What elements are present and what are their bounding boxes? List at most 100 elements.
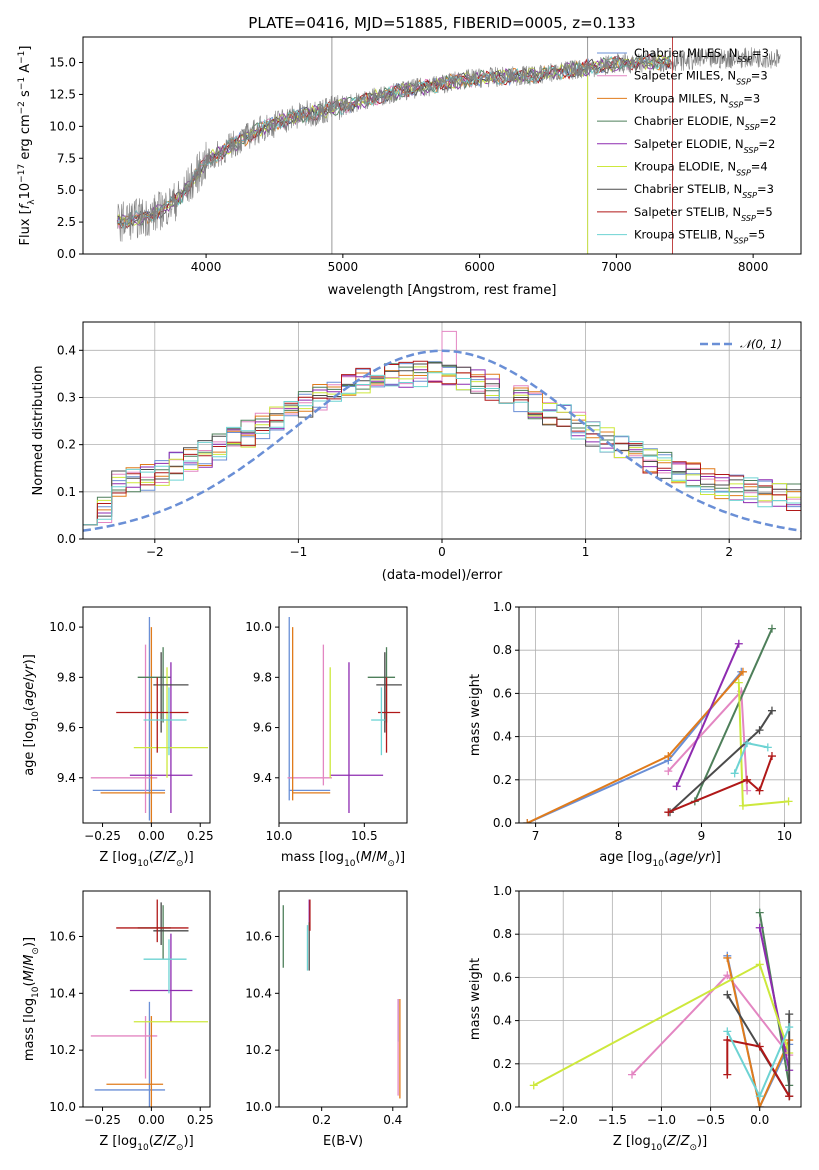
x-axis-label: Z [log10(Z/Z⊙)]: [613, 1134, 707, 1153]
weight-point-marker: [755, 923, 764, 932]
axes-frame: [278, 606, 408, 824]
y-tick-label: 10.0: [245, 1100, 272, 1114]
y-axis-label: mass weight: [468, 674, 483, 756]
weight-point-marker: [743, 786, 752, 795]
y-tick-label: 1.0: [493, 600, 512, 614]
weight-point-marker: [785, 1010, 794, 1019]
plot-area-age_vs_Z: [90, 617, 209, 823]
x-tick-label: 6000: [464, 260, 495, 274]
axes-frame: [82, 36, 802, 255]
legend-entry: Salpeter ELODIE, NSSP=2: [634, 137, 775, 155]
x-tick-label: 5000: [328, 260, 359, 274]
x-tick-label: 0.2: [312, 1113, 331, 1127]
x-axis-label: Z [log10(Z/Z⊙)]: [99, 850, 193, 869]
x-axis-label: age [log10(age/yr)]: [599, 850, 721, 869]
plot-area-age_vs_mass: [287, 617, 402, 813]
y-tick-label: 7.5: [57, 151, 76, 165]
y-tick-label: 2.5: [57, 215, 76, 229]
x-tick-label: 0.0: [750, 1113, 769, 1127]
x-tick-label: 2: [725, 545, 733, 559]
y-tick-label: 10.0: [49, 119, 76, 133]
axes-frame: [82, 890, 211, 1108]
weight-point-marker: [755, 1092, 764, 1101]
weight-point-marker: [738, 667, 747, 676]
legend-entry: 𝒩(0, 1): [740, 337, 782, 351]
y-tick-label: 0.0: [57, 247, 76, 261]
weight-line: [693, 628, 773, 802]
legend-entry: Chabrier MILES, NSSP=3: [634, 46, 769, 64]
weight-point-marker: [763, 743, 772, 752]
y-tick-label: 0.4: [57, 343, 76, 357]
y-tick-label: 1.0: [493, 884, 512, 898]
weight-point-marker: [767, 706, 776, 715]
legend-entry: Kroupa ELODIE, NSSP=4: [634, 160, 768, 178]
axes-age_vs_Z: −0.25 0.00 0.25 9.4 9.6 9.8 10.0 Z [log10(Z/Z⊙)…: [22, 606, 214, 869]
weight-point-marker: [755, 1042, 764, 1051]
y-tick-label: 0.8: [493, 927, 512, 941]
x-tick-label: 0.00: [138, 829, 165, 843]
weight-point-marker: [723, 1070, 732, 1079]
x-tick-label: 8000: [738, 260, 769, 274]
y-tick-label: 10.4: [49, 986, 76, 1000]
weight-point-marker: [738, 801, 747, 810]
axes-mass_vs_Z: −0.25 0.00 0.25 10.0 10.2 10.4 10.6 Z [log10(Z/…: [22, 890, 214, 1153]
axes-frame: [518, 606, 802, 824]
legend: Chabrier MILES, NSSP=3 Salpeter MILES, NS…: [597, 46, 776, 245]
x-axis-label: E(B-V): [323, 1134, 363, 1149]
y-tick-label: 0.3: [57, 390, 76, 404]
x-tick-label: 8: [615, 829, 623, 843]
x-tick-label: 7000: [601, 260, 632, 274]
plot-area-residuals: [83, 322, 801, 539]
x-tick-label: −2.0: [549, 1113, 578, 1127]
axes-residuals: −2 −1 0 1 2 0.0 0.1 0.2 0.3 0.4 (data-model)/error…: [31, 321, 802, 583]
y-tick-label: 5.0: [57, 183, 76, 197]
weight-point-marker: [785, 1092, 794, 1101]
y-tick-label: 0.6: [493, 970, 512, 984]
y-axis-label: mass weight: [468, 958, 483, 1040]
plot-area-mass_vs_ebv: [282, 899, 401, 1099]
x-tick-label: 9: [698, 829, 706, 843]
y-tick-label: 10.2: [245, 1043, 272, 1057]
x-tick-label: 10: [777, 829, 792, 843]
weight-line: [526, 671, 744, 823]
weight-line: [726, 1038, 791, 1097]
y-tick-label: 0.2: [493, 773, 512, 787]
weight-point-marker: [664, 808, 673, 817]
weight-point-marker: [767, 752, 776, 761]
axes-frame: [278, 890, 408, 1108]
legend-entry: Salpeter MILES, NSSP=3: [634, 69, 768, 87]
y-tick-label: 10.0: [49, 620, 76, 634]
weight-point-marker: [664, 767, 673, 776]
y-axis-label: mass [log10(M/M⊙)]: [22, 937, 41, 1061]
x-tick-label: 10.5: [351, 829, 378, 843]
y-tick-label: 0.1: [57, 485, 76, 499]
y-tick-label: 10.2: [49, 1043, 76, 1057]
axes-frame: [518, 890, 802, 1108]
x-tick-label: −1.5: [598, 1113, 627, 1127]
weight-point-marker: [672, 782, 681, 791]
legend-entry: Kroupa MILES, NSSP=3: [634, 91, 760, 109]
x-axis-label: mass [log10(M/M⊙)]: [281, 850, 405, 869]
residual-histogram-line: [83, 330, 801, 526]
axes-weight_vs_Z: −2.0 −1.5 −1.0 −0.5 0.0 0.0 0.2 0.4 0.6 0.8 1.0 mas…: [468, 884, 802, 1153]
weight-point-marker: [723, 990, 732, 999]
axes-mass_vs_ebv: 0.2 0.4 10.0 10.2 10.4 10.6 E(B-V): [245, 890, 408, 1149]
weight-point-marker: [755, 960, 764, 969]
chart-title: PLATE=0416, MJD=51885, FIBERID=0005, z=0…: [248, 14, 635, 32]
weight-point-marker: [743, 775, 752, 784]
plot-area-spectrum: [116, 37, 781, 254]
axes-frame: [82, 606, 211, 824]
weight-point-marker: [755, 726, 764, 735]
weight-line: [526, 671, 743, 823]
y-tick-label: 12.5: [49, 87, 76, 101]
legend-entry: Chabrier ELODIE, NSSP=2: [634, 114, 776, 132]
weight-point-marker: [723, 1036, 732, 1045]
weight-line: [726, 957, 791, 1107]
x-tick-label: 10.0: [266, 829, 293, 843]
legend-entry: Kroupa STELIB, NSSP=5: [634, 228, 765, 246]
plot-area-mass_vs_Z: [90, 899, 209, 1107]
x-tick-label: −1.0: [647, 1113, 676, 1127]
x-tick-label: 0: [438, 545, 446, 559]
weight-point-marker: [723, 1027, 732, 1036]
